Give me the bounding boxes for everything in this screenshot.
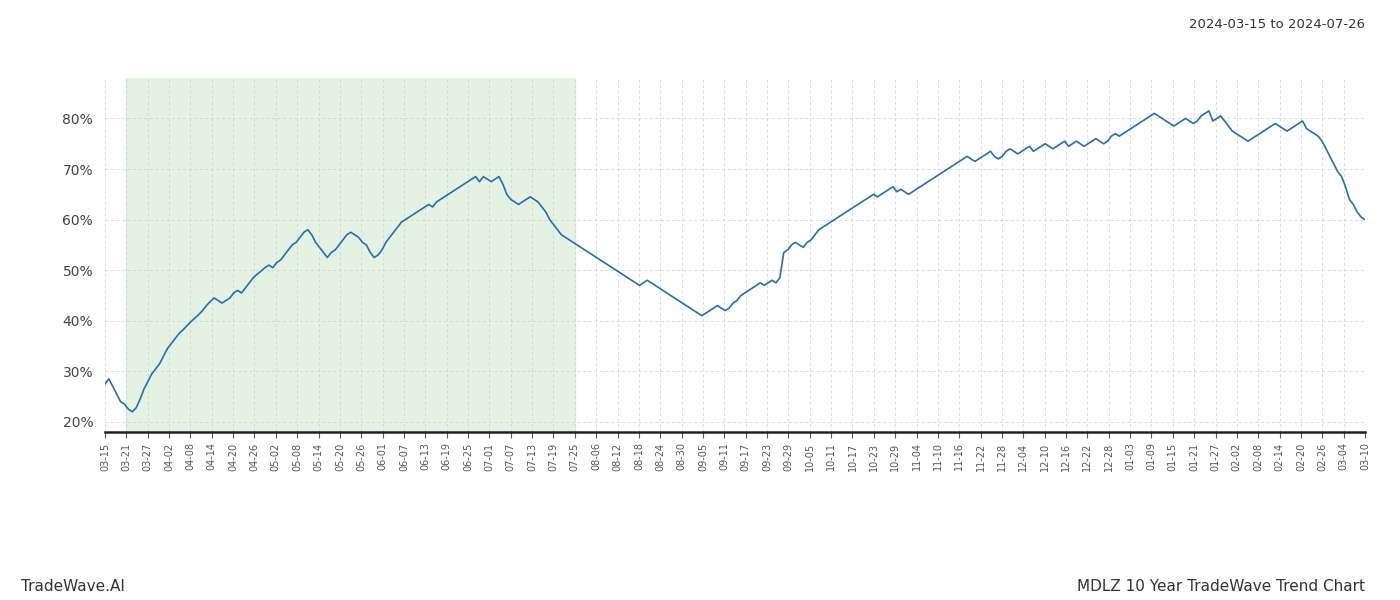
Text: TradeWave.AI: TradeWave.AI [21, 579, 125, 594]
Text: MDLZ 10 Year TradeWave Trend Chart: MDLZ 10 Year TradeWave Trend Chart [1077, 579, 1365, 594]
Bar [126, 78, 575, 432]
Text: 2024-03-15 to 2024-07-26: 2024-03-15 to 2024-07-26 [1189, 18, 1365, 31]
